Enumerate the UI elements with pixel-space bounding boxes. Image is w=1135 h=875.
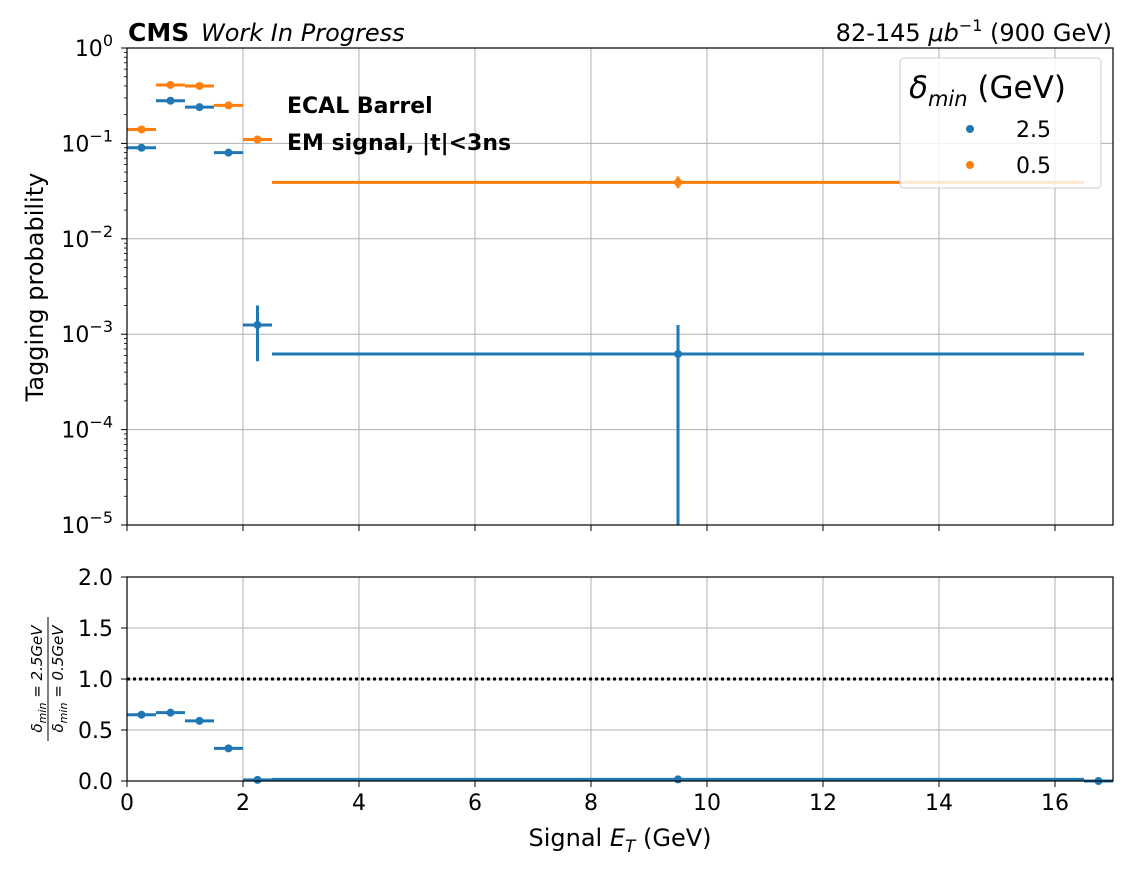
data-point — [674, 178, 682, 187]
data-point — [224, 148, 233, 157]
x-tick-label: 2 — [236, 791, 250, 816]
top-y-axis-label: Tagging probability — [21, 173, 49, 403]
ratio-point — [224, 744, 233, 753]
legend-entry-2p5: 2.5 — [1016, 118, 1051, 143]
ratio-point — [674, 775, 682, 784]
top-y-tick-label: 10−2 — [61, 222, 113, 253]
annotation-region: ECAL Barrel — [287, 94, 433, 119]
top-plot-frame — [126, 47, 1114, 526]
experiment-label: CMS — [128, 18, 189, 47]
x-tick-label: 0 — [120, 791, 134, 816]
ratio-denominator: δmin = 0.5GeV — [49, 624, 70, 733]
top-y-tick-label: 10−1 — [61, 126, 113, 157]
data-point — [224, 101, 233, 110]
series-2.5 — [127, 96, 1084, 525]
data-point — [137, 125, 146, 134]
legend-entry-0p5: 0.5 — [1016, 154, 1051, 179]
x-tick-label: 6 — [468, 791, 482, 816]
ratio-point — [195, 716, 204, 725]
bottom-y-tick-label: 1.0 — [78, 668, 113, 693]
data-point — [166, 96, 175, 105]
x-tick-label: 8 — [584, 791, 598, 816]
x-tick-label: 10 — [693, 791, 721, 816]
top-y-tick-label: 100 — [75, 31, 113, 62]
data-point — [253, 320, 262, 329]
data-point — [674, 350, 682, 359]
top-y-tick-label: 10−5 — [61, 508, 113, 539]
status-label: Work In Progress — [201, 19, 405, 47]
bottom-ticks: 0 2 4 6 8 10 12 14 16 0.0 0.5 1.0 1.5 2.0 — [78, 566, 1069, 816]
x-axis-label: Signal ET (GeV) — [528, 824, 711, 857]
data-point — [166, 80, 175, 89]
data-point — [137, 143, 146, 152]
bottom-y-axis-label: δmin = 2.5GeV δmin = 0.5GeV — [28, 617, 70, 741]
bottom-y-tick-label: 2.0 — [78, 566, 113, 591]
lumi-label: 82-145 μb−1 (900 GeV) — [836, 16, 1112, 47]
ratio-point — [253, 775, 262, 784]
top-y-tick-label: 10−3 — [61, 317, 113, 348]
legend: δmin (GeV) 2.5 0.5 — [899, 57, 1102, 189]
ratio-point — [137, 710, 146, 719]
x-tick-label: 14 — [925, 791, 953, 816]
bottom-y-tick-label: 0.5 — [78, 719, 113, 744]
x-tick-label: 4 — [352, 791, 366, 816]
top-ticks: 10−5 10−4 10−3 10−2 10−1 100 — [61, 31, 1056, 539]
bottom-y-tick-label: 1.5 — [78, 617, 113, 642]
bottom-y-tick-label: 0.0 — [78, 770, 113, 795]
top-y-tick-label: 10−4 — [61, 413, 113, 444]
data-point — [195, 103, 204, 112]
data-point — [253, 135, 262, 144]
ratio-point — [166, 708, 175, 717]
data-point — [195, 81, 204, 90]
x-tick-label: 12 — [809, 791, 837, 816]
legend-marker-2p5 — [966, 125, 974, 133]
annotation-selection: EM signal, |t|<3ns — [287, 131, 511, 156]
legend-box — [899, 57, 1102, 189]
legend-marker-0p5 — [966, 161, 974, 169]
legend-title: δmin (GeV) — [909, 70, 1066, 111]
x-tick-label: 16 — [1041, 791, 1069, 816]
